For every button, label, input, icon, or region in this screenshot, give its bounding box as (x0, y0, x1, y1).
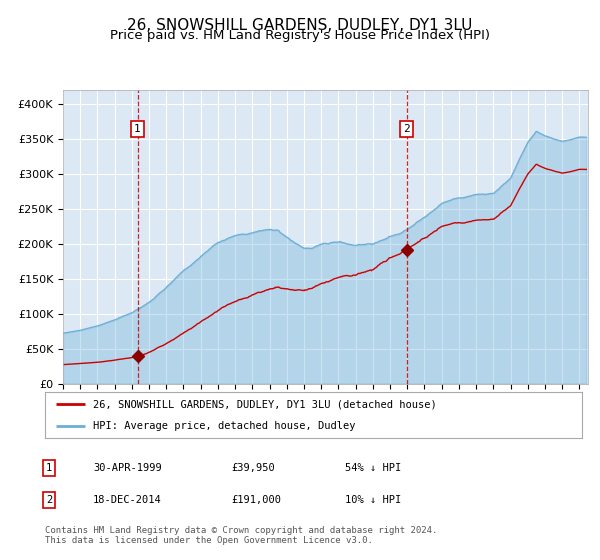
Text: HPI: Average price, detached house, Dudley: HPI: Average price, detached house, Dudl… (94, 421, 356, 431)
Text: 26, SNOWSHILL GARDENS, DUDLEY, DY1 3LU (detached house): 26, SNOWSHILL GARDENS, DUDLEY, DY1 3LU (… (94, 399, 437, 409)
Text: 2: 2 (46, 495, 52, 505)
Text: 2: 2 (403, 124, 410, 134)
Text: 1: 1 (46, 463, 52, 473)
Text: 1: 1 (134, 124, 141, 134)
Text: 10% ↓ HPI: 10% ↓ HPI (345, 495, 401, 505)
Text: 26, SNOWSHILL GARDENS, DUDLEY, DY1 3LU: 26, SNOWSHILL GARDENS, DUDLEY, DY1 3LU (127, 18, 473, 33)
Text: Price paid vs. HM Land Registry's House Price Index (HPI): Price paid vs. HM Land Registry's House … (110, 29, 490, 42)
Text: 30-APR-1999: 30-APR-1999 (93, 463, 162, 473)
Text: 18-DEC-2014: 18-DEC-2014 (93, 495, 162, 505)
Text: £39,950: £39,950 (231, 463, 275, 473)
Text: Contains HM Land Registry data © Crown copyright and database right 2024.
This d: Contains HM Land Registry data © Crown c… (45, 526, 437, 545)
Text: 54% ↓ HPI: 54% ↓ HPI (345, 463, 401, 473)
Text: £191,000: £191,000 (231, 495, 281, 505)
